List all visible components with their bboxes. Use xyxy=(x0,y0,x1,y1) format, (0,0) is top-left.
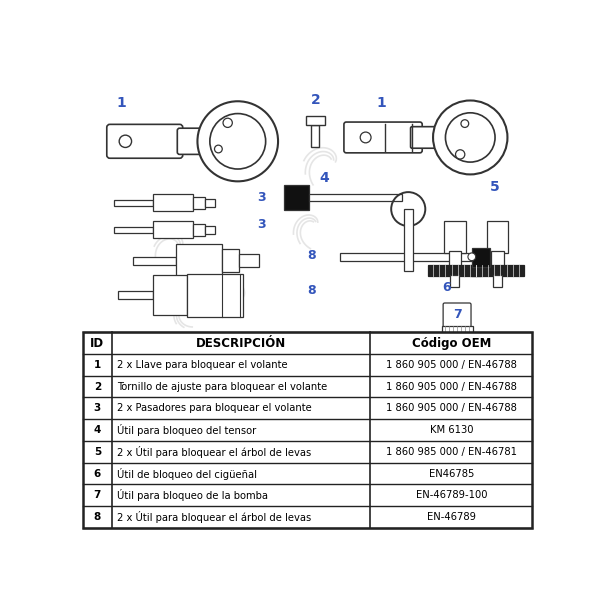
FancyBboxPatch shape xyxy=(178,128,209,154)
Bar xyxy=(491,251,503,267)
Circle shape xyxy=(433,100,508,175)
Circle shape xyxy=(445,113,495,162)
Bar xyxy=(493,275,502,287)
Bar xyxy=(450,275,460,287)
Circle shape xyxy=(468,253,476,260)
Bar xyxy=(152,194,193,211)
Text: 1 860 985 000 / EN-46781: 1 860 985 000 / EN-46781 xyxy=(386,447,517,457)
Text: 1: 1 xyxy=(376,95,386,110)
Text: 6: 6 xyxy=(94,469,101,479)
Text: 1: 1 xyxy=(116,95,127,110)
Bar xyxy=(472,248,490,267)
Text: 5: 5 xyxy=(94,447,101,457)
Bar xyxy=(193,197,205,209)
Text: EN46785: EN46785 xyxy=(428,469,474,479)
Bar xyxy=(222,249,239,272)
Bar xyxy=(450,338,464,354)
Text: Tornillo de ajuste para bloquear el volante: Tornillo de ajuste para bloquear el vola… xyxy=(116,382,327,392)
Bar xyxy=(152,275,187,316)
FancyBboxPatch shape xyxy=(443,303,471,328)
Bar xyxy=(442,326,473,340)
Bar xyxy=(449,251,461,267)
FancyBboxPatch shape xyxy=(107,124,183,158)
Bar xyxy=(187,274,243,317)
Circle shape xyxy=(215,145,222,153)
Text: 1 860 905 000 / EN-46788: 1 860 905 000 / EN-46788 xyxy=(386,403,517,413)
Bar xyxy=(487,221,508,253)
Text: Útil para bloqueo del tensor: Útil para bloqueo del tensor xyxy=(116,424,256,436)
Text: 5: 5 xyxy=(490,181,500,194)
Text: Útil para bloqueo de la bomba: Útil para bloqueo de la bomba xyxy=(116,489,268,501)
Bar xyxy=(152,221,193,238)
Bar xyxy=(471,265,524,276)
Circle shape xyxy=(223,118,232,127)
Circle shape xyxy=(119,135,131,148)
Bar xyxy=(311,125,319,146)
Bar xyxy=(193,224,205,236)
Text: 8: 8 xyxy=(308,249,316,262)
Text: EN-46789: EN-46789 xyxy=(427,512,476,522)
Text: 7: 7 xyxy=(453,308,461,322)
Text: 1 860 905 000 / EN-46788: 1 860 905 000 / EN-46788 xyxy=(386,382,517,392)
Text: DESCRIPCIÓN: DESCRIPCIÓN xyxy=(196,337,286,350)
Bar xyxy=(133,257,176,265)
Text: KM 6130: KM 6130 xyxy=(430,425,473,435)
Text: 2 x Llave para bloquear el volante: 2 x Llave para bloquear el volante xyxy=(116,360,287,370)
Bar xyxy=(205,199,215,207)
Text: 2 x Pasadores para bloquear el volante: 2 x Pasadores para bloquear el volante xyxy=(116,403,311,413)
Bar xyxy=(114,227,152,233)
Text: 4: 4 xyxy=(94,425,101,435)
Bar xyxy=(309,194,402,202)
Text: 4: 4 xyxy=(320,171,329,185)
Circle shape xyxy=(197,101,278,181)
Bar xyxy=(118,292,152,299)
Bar xyxy=(306,116,325,125)
Text: Útil de bloqueo del cigüeñal: Útil de bloqueo del cigüeñal xyxy=(116,467,257,479)
Circle shape xyxy=(461,120,469,127)
Text: 3: 3 xyxy=(94,403,101,413)
Text: 3: 3 xyxy=(257,218,266,232)
FancyBboxPatch shape xyxy=(410,127,436,148)
Text: Código OEM: Código OEM xyxy=(412,337,491,350)
Text: 2 x Útil para bloquear el árbol de levas: 2 x Útil para bloquear el árbol de levas xyxy=(116,446,311,458)
Text: 8: 8 xyxy=(94,512,101,522)
Bar xyxy=(83,332,532,528)
Text: 1 860 905 000 / EN-46788: 1 860 905 000 / EN-46788 xyxy=(386,360,517,370)
Text: 2: 2 xyxy=(310,94,320,107)
Bar xyxy=(340,253,472,260)
Text: 3: 3 xyxy=(257,191,266,205)
Circle shape xyxy=(210,113,266,169)
Text: 2 x Útil para bloquear el árbol de levas: 2 x Útil para bloquear el árbol de levas xyxy=(116,511,311,523)
Text: ID: ID xyxy=(90,337,104,350)
Bar xyxy=(444,221,466,253)
Circle shape xyxy=(455,150,465,159)
Bar xyxy=(176,244,222,278)
Bar xyxy=(239,254,259,267)
Text: 6: 6 xyxy=(443,281,451,295)
Text: 2: 2 xyxy=(94,382,101,392)
Bar xyxy=(404,209,413,271)
Text: 7: 7 xyxy=(94,490,101,500)
Text: EN-46789-100: EN-46789-100 xyxy=(416,490,487,500)
Bar xyxy=(284,185,309,210)
Bar xyxy=(205,226,215,233)
Text: 8: 8 xyxy=(308,284,316,297)
Bar xyxy=(114,200,152,206)
Bar xyxy=(428,265,481,276)
Text: 1: 1 xyxy=(94,360,101,370)
Circle shape xyxy=(360,132,371,143)
FancyBboxPatch shape xyxy=(344,122,422,153)
